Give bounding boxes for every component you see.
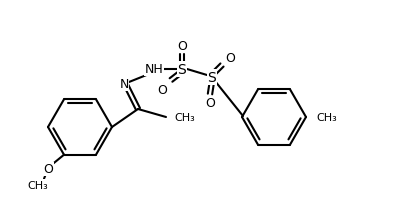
Text: CH₃: CH₃	[174, 112, 194, 122]
Text: O: O	[43, 162, 53, 175]
Text: NH: NH	[144, 63, 163, 76]
Text: CH₃: CH₃	[28, 180, 48, 190]
Text: S: S	[207, 71, 216, 85]
Text: O: O	[225, 51, 234, 64]
Text: O: O	[157, 84, 166, 97]
Text: O: O	[205, 97, 215, 110]
Text: O: O	[176, 39, 186, 52]
Text: CH₃: CH₃	[315, 112, 336, 122]
Text: S: S	[177, 63, 186, 77]
Text: N: N	[119, 78, 128, 91]
